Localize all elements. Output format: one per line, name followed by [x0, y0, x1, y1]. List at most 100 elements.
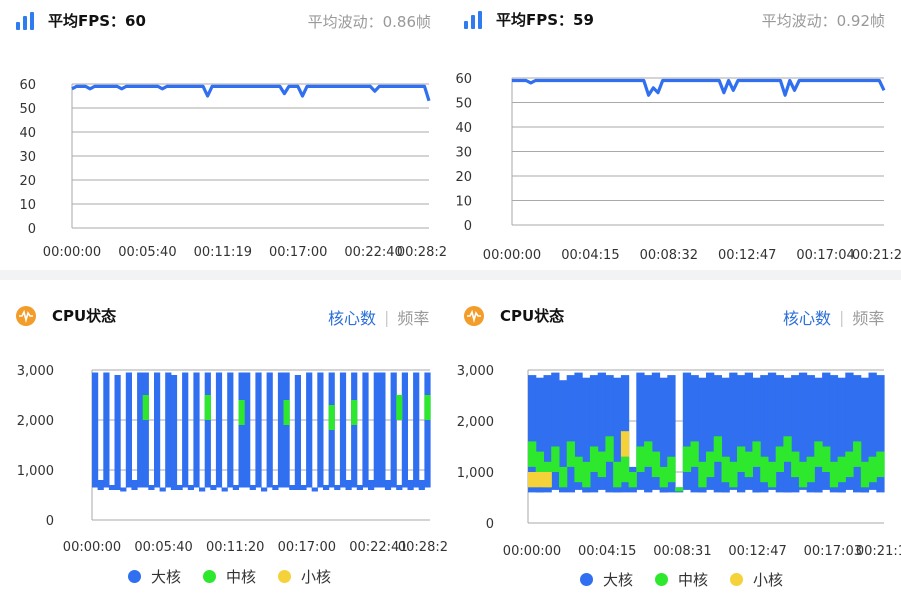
legend-item-small: 小核	[278, 566, 331, 587]
bar-chart-icon	[464, 10, 482, 29]
cpu-bar-big	[597, 372, 606, 490]
cpu-bar-big	[737, 375, 746, 493]
y-tick-label: 1,000	[457, 466, 494, 481]
legend-item-small: 小核	[730, 569, 783, 590]
cpu-bar-big	[103, 372, 110, 488]
x-tick-label: 00:28:2	[397, 245, 447, 260]
tab-core-count[interactable]: 核心数	[783, 309, 832, 328]
cpu-bar-big	[221, 487, 228, 492]
cpu-left-tabs: 核心数 | 频率	[328, 305, 429, 329]
fps-series-line	[512, 78, 886, 97]
cpu-bar-big	[806, 375, 815, 493]
x-tick-label: 00:04:15	[578, 544, 636, 559]
legend-dot-icon	[730, 573, 744, 586]
cpu-bar-mid	[837, 456, 846, 483]
tab-divider: |	[839, 307, 845, 327]
cpu-bar-mid	[853, 441, 862, 467]
y-tick-label: 60	[19, 78, 36, 93]
y-tick-label: 2,000	[457, 415, 494, 430]
cpu-right-chart: 3,000 2,000 1,000 0 00:00:00 00:04:15 00:08:31…	[457, 364, 901, 559]
cpu-bar-big	[238, 372, 245, 488]
cpu-bar-big	[424, 372, 431, 488]
cpu-bar-mid	[868, 456, 877, 483]
tab-frequency[interactable]: 频率	[852, 309, 885, 328]
cpu-bar-mid	[845, 451, 854, 478]
legend-label: 中核	[678, 571, 709, 589]
legend-dot-icon	[203, 570, 217, 583]
legend-dot-icon	[580, 573, 593, 586]
cpu-bar-big	[356, 485, 363, 490]
cpu-bar-big	[165, 372, 172, 488]
x-tick-label: 00:00:00	[483, 248, 541, 263]
cpu-bar-big	[137, 372, 144, 488]
fps-left-chart: 60 50 40 30 20 10 0 00:00:00 00:05:40 00:11:19 00:…	[19, 78, 447, 260]
cpu-right-legend: 大核 中核 小核	[580, 569, 805, 590]
cpu-bar-big	[413, 372, 420, 488]
cpu-bar-mid	[667, 456, 676, 483]
tab-core-count[interactable]: 核心数	[328, 309, 377, 328]
cpu-bar-big	[170, 375, 178, 490]
cpu-bar-big	[283, 372, 290, 488]
cpu-bar-big	[551, 372, 560, 490]
cpu-bar-mid	[396, 395, 403, 420]
y-tick-label: 1,000	[17, 464, 54, 479]
cpu-bar-big	[334, 485, 341, 490]
tab-frequency[interactable]: 频率	[397, 309, 430, 328]
x-tick-label: 00:17:04	[796, 248, 854, 263]
cpu-bar-big	[829, 375, 839, 493]
cpu-bar-mid	[829, 461, 839, 488]
cpu-bar-mid	[690, 441, 699, 467]
y-tick-label: 50	[19, 102, 36, 117]
cpu-bar-small	[620, 431, 630, 457]
y-tick-label: 0	[486, 517, 494, 532]
cpu-bar-mid	[589, 446, 599, 472]
cpu-bar-big	[528, 375, 537, 493]
legend-label: 大核	[151, 568, 182, 586]
cpu-bar-mid	[204, 395, 211, 420]
fps-left-title: 平均FPS：60	[48, 12, 146, 30]
cpu-bar-mid	[582, 461, 591, 488]
cpu-bar-big	[193, 372, 200, 488]
waveform-icon	[464, 305, 484, 326]
cpu-bar-big	[713, 375, 722, 493]
cpu-bar-mid	[597, 451, 606, 478]
legend-dot-icon	[278, 570, 292, 583]
x-tick-label: 00:05:40	[118, 245, 176, 260]
cpu-bar-big	[760, 375, 769, 493]
y-tick-label: 50	[455, 97, 472, 112]
cpu-bar-big	[266, 372, 273, 488]
cpu-bar-big	[148, 485, 155, 490]
cpu-bar-mid	[767, 461, 777, 488]
cpu-bar-big	[255, 372, 262, 488]
cpu-bar-big	[199, 487, 206, 492]
cpu-bar-mid	[860, 461, 870, 488]
x-tick-label: 00:04:15	[561, 248, 619, 263]
cpu-bar-mid	[636, 446, 645, 472]
cpu-left-legend: 大核 中核 小核	[128, 566, 353, 587]
y-tick-label: 20	[455, 170, 472, 185]
cpu-bar-big	[868, 372, 877, 490]
cpu-bar-mid	[620, 456, 630, 483]
cpu-bar-mid	[528, 441, 537, 467]
cpu-bar-big	[272, 485, 279, 490]
cpu-bar-big	[566, 375, 575, 493]
legend-label: 小核	[753, 571, 784, 589]
cpu-bar-mid	[876, 451, 885, 478]
bar-chart-icon	[16, 11, 34, 30]
cpu-bar-mid	[328, 405, 335, 430]
cpu-bar-mid	[628, 472, 637, 488]
cpu-bar-big	[659, 377, 668, 493]
cpu-bar-big	[317, 372, 324, 488]
x-tick-label: 00:22:41	[349, 540, 407, 555]
cpu-bar-big	[97, 480, 104, 490]
cpu-right-title: CPU状态	[500, 307, 565, 325]
cpu-bar-mid	[142, 395, 149, 420]
fps-series-line	[71, 84, 431, 102]
legend-item-big: 大核	[128, 566, 181, 587]
cpu-bar-big	[401, 372, 408, 488]
cpu-left-title: CPU状态	[52, 307, 117, 325]
cpu-bar-big	[729, 372, 738, 490]
cpu-bar-big	[125, 372, 132, 488]
y-tick-label: 40	[19, 126, 36, 141]
cpu-bar-big	[176, 485, 183, 490]
